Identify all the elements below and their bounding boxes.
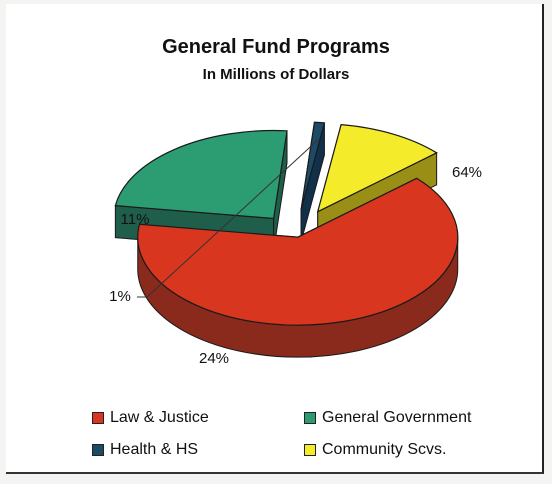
legend-label-community-scvs: Community Scvs. bbox=[322, 441, 447, 458]
slice-general-government bbox=[114, 129, 288, 220]
leader-line-health-hs bbox=[137, 138, 320, 298]
pie-chart: 64% 24% 1% 11% bbox=[109, 121, 482, 367]
percent-label-community-scvs: 11% bbox=[121, 211, 150, 228]
percent-label-law-justice: 64% bbox=[452, 164, 482, 181]
chart-frame: General Fund Programs In Millions of Dol… bbox=[6, 4, 544, 474]
slice-health-hs bbox=[300, 121, 326, 211]
chart-title: General Fund Programs bbox=[162, 36, 390, 58]
legend-item-health-hs: Health & HS bbox=[92, 441, 198, 459]
legend-swatch-community-scvs bbox=[304, 444, 316, 456]
legend-label-general-government: General Government bbox=[322, 409, 472, 426]
chart-subtitle: In Millions of Dollars bbox=[202, 66, 350, 83]
legend-item-law-justice: Law & Justice bbox=[92, 409, 209, 427]
percent-label-health-hs: 1% bbox=[109, 288, 131, 305]
legend-swatch-health-hs bbox=[92, 444, 104, 456]
legend-swatch-general-government bbox=[304, 412, 316, 424]
legend-item-community-scvs: Community Scvs. bbox=[304, 441, 446, 459]
slice-community-scvs bbox=[316, 124, 438, 213]
percent-label-general-government: 24% bbox=[199, 350, 229, 367]
slice-law-justice bbox=[137, 177, 459, 326]
legend-label-law-justice: Law & Justice bbox=[110, 409, 209, 426]
legend-swatch-law-justice bbox=[92, 412, 104, 424]
legend-item-general-government: General Government bbox=[304, 409, 471, 427]
legend-label-health-hs: Health & HS bbox=[110, 441, 199, 458]
